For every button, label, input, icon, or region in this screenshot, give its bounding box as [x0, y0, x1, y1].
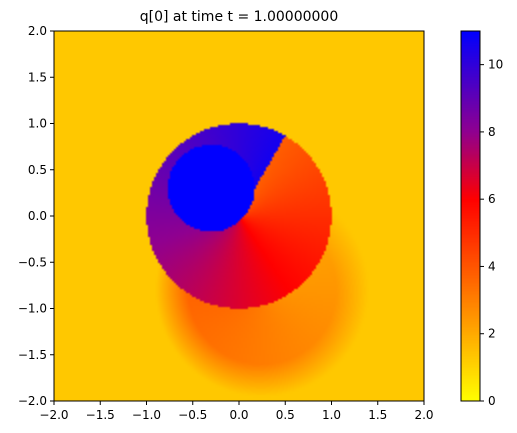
x-tick-label: −0.5	[178, 408, 207, 422]
colorbar-tick-label: 6	[488, 192, 496, 206]
y-tick-label: 0.0	[28, 209, 47, 223]
x-tick-label: −2.0	[39, 408, 68, 422]
colorbar: 0 2 4 6 8 10	[460, 30, 503, 408]
heatmap-image	[54, 31, 424, 401]
x-tick-label: 1.5	[368, 408, 387, 422]
x-tick-label: −1.0	[132, 408, 161, 422]
x-tick-label: −1.5	[86, 408, 115, 422]
colorbar-tick-label: 4	[488, 259, 496, 273]
colorbar-axis: 0 2 4 6 8 10	[480, 58, 503, 408]
x-tick-label: 2.0	[414, 408, 433, 422]
heatmap-plot-area	[53, 30, 425, 402]
x-tick-label: 0.0	[229, 408, 248, 422]
y-tick-label: 0.5	[28, 163, 47, 177]
colorbar-tick-label: 2	[488, 327, 496, 341]
y-tick-label: −1.5	[18, 348, 47, 362]
x-axis: −2.0 −1.5 −1.0 −0.5 0.0 0.5 1.0 1.5 2.0	[39, 401, 434, 422]
y-tick-label: −2.0	[18, 394, 47, 408]
y-tick-label: 2.0	[28, 24, 47, 38]
colorbar-gradient	[461, 31, 480, 401]
chart-title: q[0] at time t = 1.00000000	[140, 9, 339, 25]
y-tick-label: 1.0	[28, 117, 47, 131]
y-axis: 2.0 1.5 1.0 0.5 0.0 −0.5 −1.0 −1.5 −2.0	[18, 24, 54, 408]
y-tick-label: 1.5	[28, 70, 47, 84]
x-tick-label: 1.0	[322, 408, 341, 422]
y-tick-label: −0.5	[18, 255, 47, 269]
colorbar-frame	[460, 30, 481, 402]
colorbar-tick-label: 10	[488, 58, 503, 72]
y-tick-label: −1.0	[18, 302, 47, 316]
x-tick-label: 0.5	[276, 408, 295, 422]
colorbar-tick-label: 0	[488, 394, 496, 408]
colorbar-tick-label: 8	[488, 125, 496, 139]
